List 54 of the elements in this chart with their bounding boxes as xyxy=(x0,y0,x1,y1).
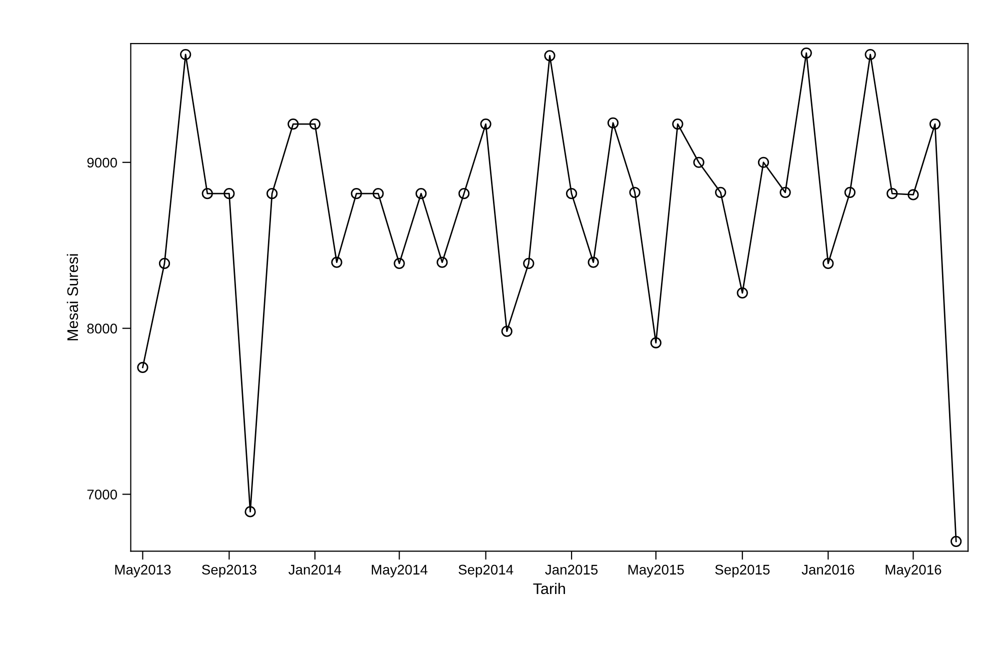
point xyxy=(202,188,213,200)
x-tick-label: Jan2015 xyxy=(545,564,598,575)
point xyxy=(416,188,427,200)
point xyxy=(844,186,856,198)
y-tick-label: 7000 xyxy=(87,490,118,500)
point xyxy=(458,188,470,200)
point xyxy=(158,258,170,269)
point xyxy=(800,47,812,59)
x-tick-label: May2014 xyxy=(372,564,428,578)
point xyxy=(693,156,704,168)
point xyxy=(566,188,578,200)
point xyxy=(629,186,640,198)
x-tick-label: May2016 xyxy=(886,564,942,578)
x-tick-label: Jan2014 xyxy=(288,564,342,575)
x-tick-label: May2013 xyxy=(115,564,171,578)
x-tick-label: Sep2014 xyxy=(458,564,514,578)
point xyxy=(950,536,962,547)
x-tick-label: Sep2015 xyxy=(715,564,770,578)
point xyxy=(288,118,299,130)
y-axis-title: Mesai Suresi xyxy=(66,254,78,340)
y-tick-label: 8000 xyxy=(87,324,118,334)
point xyxy=(886,188,898,200)
point xyxy=(350,188,362,200)
point xyxy=(436,256,448,268)
point xyxy=(758,156,770,168)
point xyxy=(908,189,919,200)
point xyxy=(864,48,876,60)
y-tick-label: 9000 xyxy=(87,158,118,168)
point xyxy=(331,256,342,268)
point xyxy=(672,118,684,130)
point xyxy=(224,188,235,200)
point xyxy=(780,186,791,198)
point xyxy=(137,362,148,374)
point xyxy=(244,506,256,518)
point xyxy=(523,258,534,269)
point xyxy=(180,48,192,60)
point xyxy=(544,50,556,62)
point xyxy=(607,117,619,128)
x-tick-label: May2015 xyxy=(628,564,684,578)
point xyxy=(929,118,941,130)
point xyxy=(650,337,662,348)
point xyxy=(372,188,384,200)
x-tick-label: Jan2016 xyxy=(802,564,854,575)
x-tick-label: Sep2013 xyxy=(202,564,256,578)
point xyxy=(501,326,512,337)
point xyxy=(588,256,599,268)
point xyxy=(715,186,726,198)
point xyxy=(480,118,492,130)
point xyxy=(822,258,834,269)
point xyxy=(266,188,278,200)
point xyxy=(394,258,405,269)
point xyxy=(309,118,320,130)
point xyxy=(736,287,748,299)
x-axis-title: Tarih xyxy=(533,582,565,594)
